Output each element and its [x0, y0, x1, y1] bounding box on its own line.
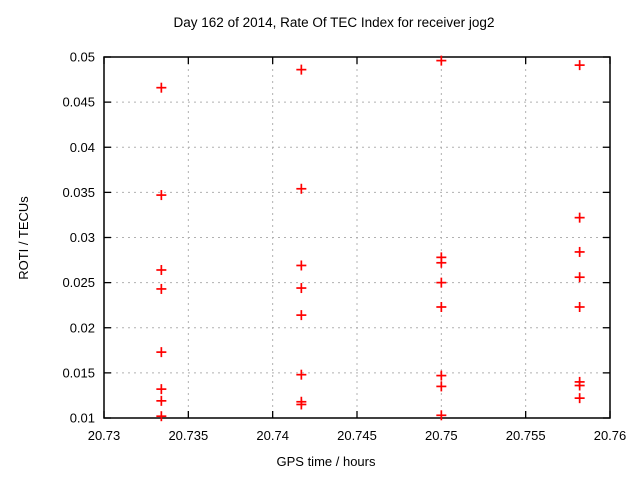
- data-point: [156, 190, 167, 201]
- data-point: [574, 272, 585, 283]
- data-points: [156, 55, 585, 422]
- x-tick-label: 20.73: [88, 428, 121, 443]
- data-point: [296, 64, 307, 75]
- y-tick-label: 0.04: [70, 140, 95, 155]
- data-point: [436, 55, 447, 66]
- y-tick-label: 0.03: [70, 230, 95, 245]
- y-tick-label: 0.035: [62, 185, 95, 200]
- y-tick-label: 0.045: [62, 95, 95, 110]
- y-tick-label: 0.02: [70, 320, 95, 335]
- data-point: [296, 183, 307, 194]
- data-point: [296, 399, 307, 410]
- data-point: [296, 260, 307, 271]
- data-point: [436, 381, 447, 392]
- data-point: [156, 264, 167, 275]
- data-point: [436, 410, 447, 421]
- data-point: [436, 301, 447, 312]
- data-point: [574, 60, 585, 71]
- x-tick-label: 20.75: [425, 428, 458, 443]
- data-point: [436, 277, 447, 288]
- data-point: [296, 369, 307, 380]
- y-tick-label: 0.015: [62, 365, 95, 380]
- chart-title: Day 162 of 2014, Rate Of TEC Index for r…: [174, 15, 495, 30]
- y-tick-label: 0.05: [70, 50, 95, 65]
- data-point: [156, 283, 167, 294]
- data-point: [296, 283, 307, 294]
- data-point: [436, 370, 447, 381]
- data-point: [156, 347, 167, 358]
- data-point: [156, 411, 167, 422]
- tick-labels: 20.73 20.735 20.74 20.745 20.75 20.755 20.76 0.…: [62, 50, 626, 444]
- data-point: [574, 301, 585, 312]
- grid-lines: [104, 57, 610, 418]
- data-point: [574, 393, 585, 404]
- plot-border: [103, 56, 611, 419]
- data-point: [574, 380, 585, 391]
- x-tick-label: 20.76: [594, 428, 627, 443]
- y-tick-label: 0.01: [70, 411, 95, 426]
- x-tick-label: 20.755: [506, 428, 546, 443]
- data-point: [574, 212, 585, 223]
- data-point: [574, 246, 585, 257]
- x-tick-label: 20.735: [168, 428, 208, 443]
- y-axis-label: ROTI / TECUs: [16, 196, 31, 280]
- data-point: [156, 82, 167, 93]
- plot-frame: [103, 56, 611, 419]
- y-tick-label: 0.025: [62, 275, 95, 290]
- x-tick-label: 20.74: [256, 428, 289, 443]
- data-point: [436, 257, 447, 268]
- x-axis-label: GPS time / hours: [277, 454, 376, 469]
- data-point: [156, 395, 167, 406]
- x-tick-label: 20.745: [337, 428, 377, 443]
- data-point: [156, 384, 167, 395]
- data-point: [296, 310, 307, 321]
